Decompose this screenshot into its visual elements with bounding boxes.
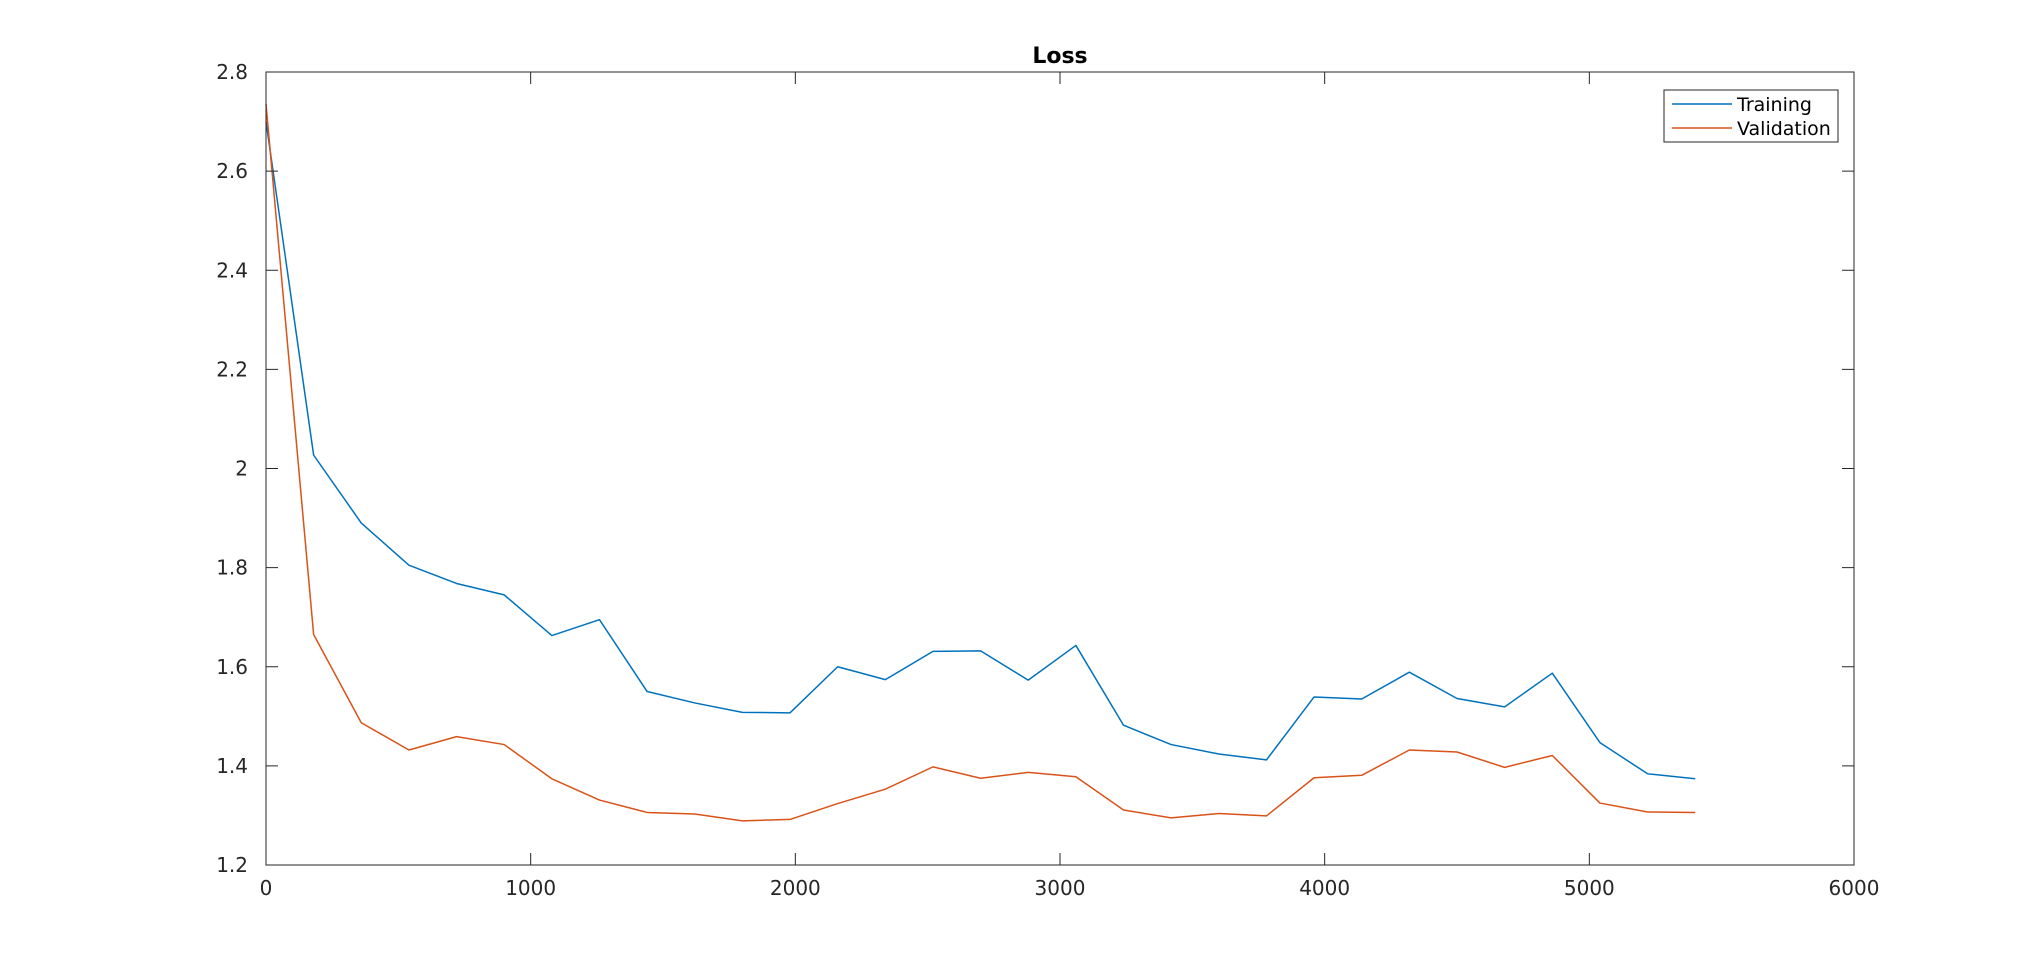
y-tick-label: 2.4	[216, 258, 248, 282]
y-tick-label: 2	[235, 457, 248, 481]
ticks-layer: 0 1000 2000 3000 4000 5000 6000 1.2 1.4 1.6 1.8 2 2.…	[216, 60, 1879, 900]
y-tick-label: 1.6	[216, 655, 248, 679]
y-tick-label: 1.2	[216, 853, 248, 877]
x-tick-label: 2000	[770, 876, 821, 900]
y-tick-label: 2.6	[216, 159, 248, 183]
legend: Training Validation	[1663, 89, 1839, 143]
x-tick-label: 4000	[1299, 876, 1350, 900]
x-tick-label: 6000	[1829, 876, 1880, 900]
series-line-validation	[265, 104, 1696, 822]
chart-title: Loss	[1032, 44, 1087, 69]
series-line-training	[265, 121, 1696, 780]
x-tick-label: 0	[260, 876, 273, 900]
plot-area	[266, 72, 1854, 865]
legend-label-training: Training	[1736, 94, 1812, 116]
x-tick-label: 1000	[505, 876, 556, 900]
x-tick-label: 3000	[1035, 876, 1086, 900]
legend-label-validation: Validation	[1737, 118, 1831, 140]
y-tick-label: 1.8	[216, 556, 248, 580]
legend-box	[1663, 89, 1839, 143]
series-layer	[265, 104, 1696, 822]
y-tick-label: 2.2	[216, 357, 248, 381]
y-tick-label: 2.8	[216, 60, 248, 84]
x-tick-label: 5000	[1564, 876, 1615, 900]
y-tick-label: 1.4	[216, 754, 248, 778]
